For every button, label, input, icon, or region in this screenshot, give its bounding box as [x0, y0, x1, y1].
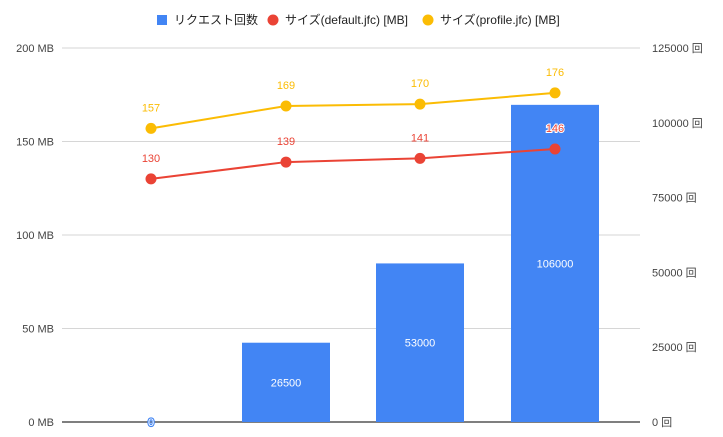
left-axis-tick-label: 100 MB: [16, 230, 54, 242]
bar-value-label: 26500: [271, 377, 302, 389]
line-point: [145, 173, 157, 185]
legend-item-size-default: サイズ(default.jfc) [MB]: [267, 12, 408, 27]
legend-marker-circle: [267, 14, 279, 26]
bar: [376, 263, 464, 422]
legend-label: サイズ(default.jfc) [MB]: [285, 12, 408, 27]
left-axis: 0 MB 50 MB 100 MB 150 MB 200 MB: [16, 43, 54, 429]
line-value-label: 157: [142, 102, 160, 114]
line-value-label: 141: [411, 132, 429, 144]
right-axis-tick-label: 0 回: [652, 416, 672, 429]
legend-marker-square: [157, 15, 167, 25]
legend-label: サイズ(profile.jfc) [MB]: [440, 12, 560, 27]
legend-item-size-profile: サイズ(profile.jfc) [MB]: [422, 12, 560, 27]
line-point: [414, 152, 426, 164]
bar: [511, 104, 599, 423]
line-value-label: 170: [411, 78, 429, 90]
bar-series: [242, 104, 599, 423]
legend: リクエスト回数 サイズ(default.jfc) [MB] サイズ(profile.…: [157, 12, 560, 27]
line-point: [145, 122, 157, 134]
right-axis-tick-label: 125000 回: [652, 42, 703, 55]
bar-value-label: 106000: [537, 258, 574, 270]
left-axis-tick-label: 150 MB: [16, 137, 54, 149]
line-value-label: 146: [546, 123, 564, 135]
data-labels: 0 26500 53000 106000 130 139 141 146 157 169 170 17…: [142, 67, 574, 430]
bar-value-label: 0: [148, 417, 154, 429]
line-point: [414, 98, 426, 110]
right-axis-tick-label: 25000 回: [652, 341, 697, 354]
line-point: [280, 100, 292, 112]
right-axis: 0 回 25000 回 50000 回 75000 回 100000 回 125000 回: [652, 42, 703, 429]
right-axis-tick-label: 75000 回: [652, 192, 697, 205]
legend-marker-circle: [422, 14, 434, 26]
line-point: [549, 87, 561, 99]
left-axis-tick-label: 50 MB: [22, 324, 54, 336]
right-axis-tick-label: 100000 回: [652, 117, 703, 130]
line-point: [280, 156, 292, 168]
bar: [242, 342, 330, 422]
legend-label: リクエスト回数: [174, 12, 258, 27]
line-value-label: 130: [142, 153, 160, 165]
right-axis-tick-label: 50000 回: [652, 266, 697, 279]
line-value-label: 139: [277, 136, 295, 148]
line-default-size: [150, 147, 556, 180]
left-axis-tick-label: 200 MB: [16, 43, 54, 55]
line-value-label: 169: [277, 80, 295, 92]
bar-value-label: 53000: [405, 338, 436, 350]
left-axis-tick-label: 0 MB: [28, 417, 54, 429]
legend-item-request-count: リクエスト回数: [157, 12, 258, 27]
line-profile-size: [150, 91, 556, 130]
line-value-label: 176: [546, 67, 564, 79]
line-series: [145, 87, 561, 185]
line-point: [549, 143, 561, 155]
